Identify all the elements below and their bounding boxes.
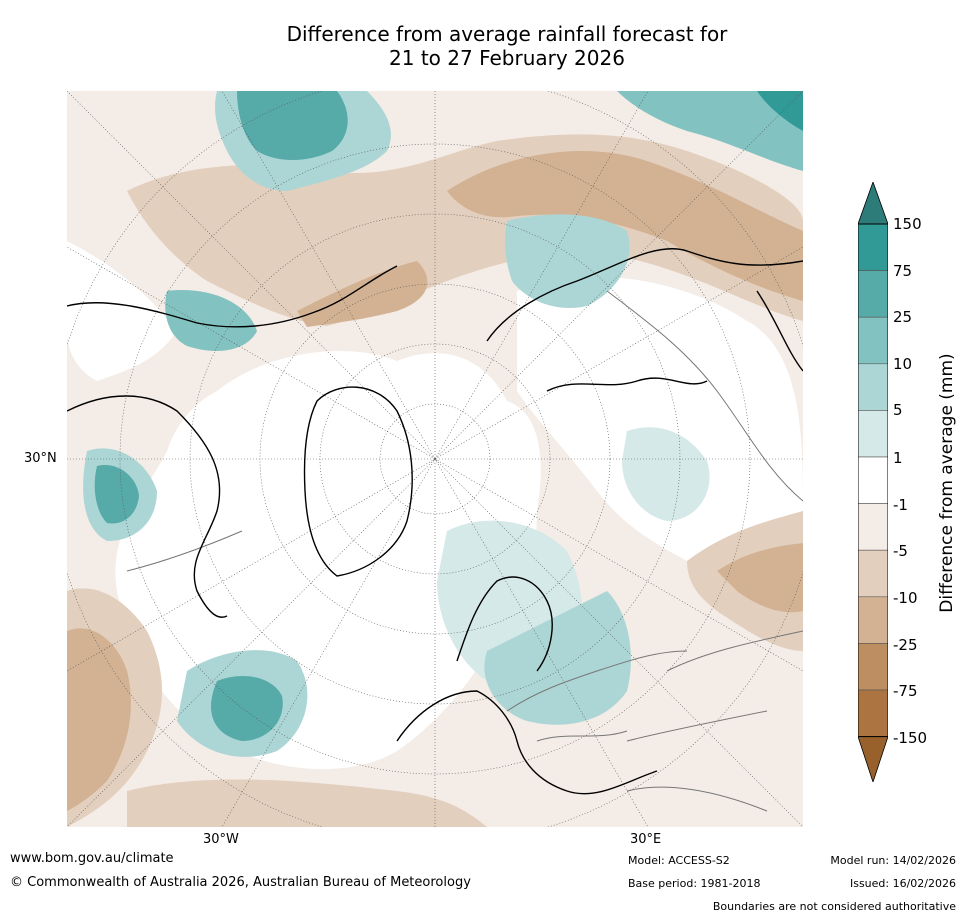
colorbar-tick: 75 (893, 262, 913, 280)
wet-core-east-siberia (757, 91, 803, 131)
colorbar-tick: -25 (893, 636, 918, 654)
title-line-1: Difference from average rainfall forecas… (286, 22, 728, 46)
colorbar-frame (858, 223, 888, 738)
wet-core-north-pacific (237, 91, 348, 160)
colorbar-segment (858, 643, 888, 691)
boundary-europe-1 (506, 650, 688, 712)
coastline-scandinavia (456, 576, 553, 672)
lat-label-30n: 30°N (24, 451, 57, 466)
colorbar-tick: 25 (893, 308, 913, 326)
graticule-lat-40 (119, 143, 751, 775)
neutral-region-pacific (67, 241, 177, 381)
dry-core-central-asia (717, 543, 803, 613)
footer-website: www.bom.gov.au/climate (10, 851, 174, 866)
boundary-canada-us (126, 530, 243, 572)
footer-base-period: Base period: 1981-2018 (628, 877, 761, 890)
coastline-siberia (486, 248, 803, 342)
coastline-greenland (303, 386, 413, 577)
colorbar-tick: -1 (893, 496, 908, 514)
colorbar-tick: 10 (893, 355, 913, 373)
colorbar-segment (858, 549, 888, 598)
footer-issued: Issued: 16/02/2026 (849, 877, 956, 890)
colorbar-segment (858, 363, 888, 411)
boundary-africa (626, 786, 768, 812)
colorbar-tick: -150 (893, 729, 928, 747)
graticule-meridian-150e (434, 91, 649, 460)
colorbar-tick: 1 (893, 449, 903, 467)
wet-region-north-russia (622, 427, 710, 521)
boundary-russia-asia (606, 290, 803, 502)
graticule-meridian-diag-2 (67, 91, 803, 827)
colorbar-segment (858, 316, 888, 365)
wet-region-bering (165, 290, 257, 351)
colorbar-label: Difference from average (mm) (937, 353, 957, 613)
boundary-central-asia (666, 630, 803, 672)
footer-model-run: Model run: 14/02/2026 (830, 854, 956, 867)
footer-model: Model: ACCESS-S2 (628, 854, 730, 867)
dry-core-north-pacific (447, 151, 803, 301)
colorbar-segment (858, 410, 888, 458)
wet-core-north-canada (94, 465, 139, 524)
coastline-europe (396, 690, 658, 795)
dry-region-atlantic (127, 779, 487, 827)
coastline-arctic-russia (546, 377, 708, 392)
colorbar-extend-min (858, 736, 888, 782)
graticule-meridian-30e (434, 458, 649, 827)
coastline-north-america (67, 395, 228, 618)
colorbar-tick: -75 (893, 682, 918, 700)
dry-core-eastern-pacific (67, 628, 131, 811)
wet-core-mid-atlantic (211, 676, 283, 741)
lon-label-30e: 30°E (630, 832, 662, 847)
footer-copyright: © Commonwealth of Australia 2026, Austra… (10, 875, 471, 890)
graticule-meridian-150w (221, 91, 436, 460)
colorbar-segment (858, 689, 888, 737)
colorbar-segment (858, 223, 888, 271)
colorbar-segment (858, 456, 888, 504)
colorbar-segment (858, 503, 888, 551)
coastline-east-asia (756, 290, 803, 372)
coastlines (67, 248, 803, 795)
country-boundaries (126, 290, 803, 812)
boundary-middle-east (626, 710, 768, 742)
graticule-meridian-30w (221, 458, 436, 827)
colorbar (858, 182, 888, 782)
colorbar-extend-max (858, 182, 888, 225)
colorbar-segment (858, 596, 888, 644)
colorbar-tick: -10 (893, 589, 918, 607)
rainfall-anomaly-map (67, 91, 803, 827)
colorbar-segment (858, 270, 888, 318)
footer-disclaimer: Boundaries are not considered authoritat… (712, 900, 956, 913)
colorbar-tick: 150 (893, 215, 922, 233)
wet-region-europe (484, 591, 631, 725)
lon-label-30w: 30°W (203, 832, 239, 847)
colorbar-tick: 5 (893, 401, 903, 419)
colorbar-tick: -5 (893, 542, 908, 560)
chart-title: Difference from average rainfall forecas… (0, 22, 965, 70)
title-line-2: 21 to 27 February 2026 (389, 46, 625, 70)
boundary-europe-2 (536, 730, 628, 742)
wet-region-east-siberia (617, 91, 803, 171)
dry-strip-alaska (297, 261, 428, 327)
graticule-meridian-diag-1 (67, 91, 803, 827)
coastline-alaska (67, 265, 398, 328)
